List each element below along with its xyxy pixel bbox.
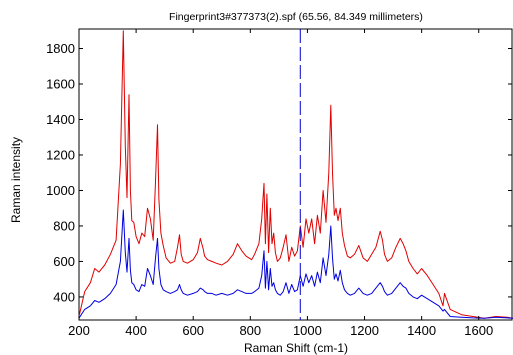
x-axis-label: Raman Shift (cm-1) (244, 341, 348, 355)
y-tick-label: 1200 (46, 147, 75, 162)
spectrum-line-2 (78, 209, 513, 319)
x-axis-ticks: 200 400 600 800 1000 1200 1400 1600 (68, 29, 493, 338)
y-tick-label: 1600 (46, 77, 75, 92)
y-tick-label: 400 (53, 289, 75, 304)
chart-title: Fingerprint3#377373(2).spf (65.56, 84.34… (169, 11, 423, 23)
y-tick-label: 800 (53, 218, 75, 233)
x-tick-label: 1400 (407, 323, 436, 338)
x-tick-label: 400 (125, 323, 147, 338)
x-tick-label: 800 (239, 323, 261, 338)
y-tick-label: 1800 (46, 41, 75, 56)
x-tick-label: 1000 (293, 323, 322, 338)
y-tick-label: 1000 (46, 183, 75, 198)
spectrum-line-1 (78, 30, 513, 319)
x-tick-label: 1600 (464, 323, 493, 338)
x-tick-label: 200 (68, 323, 90, 338)
y-axis-ticks: 400 600 800 1000 1200 1400 1600 1800 (46, 41, 512, 304)
series-layer (78, 30, 513, 319)
x-tick-label: 1200 (350, 323, 379, 338)
y-tick-label: 1400 (46, 112, 75, 127)
y-axis-label: Raman intensity (9, 137, 23, 223)
y-tick-label: 600 (53, 254, 75, 269)
plot-frame (78, 28, 513, 321)
x-tick-label: 600 (182, 323, 204, 338)
